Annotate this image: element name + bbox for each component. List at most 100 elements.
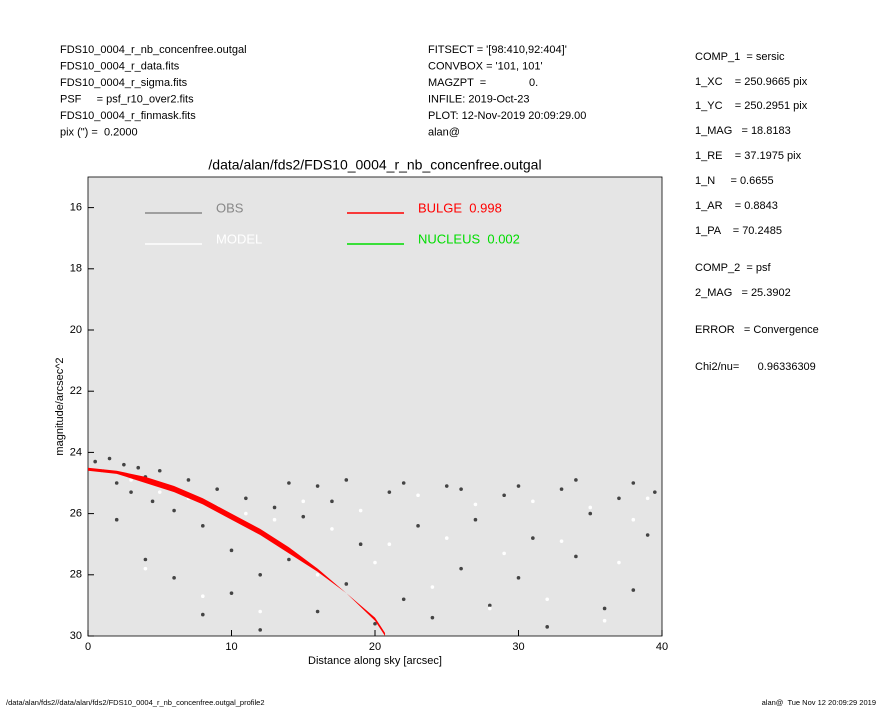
point	[459, 487, 463, 491]
param-line: 1_AR = 0.8843	[695, 200, 778, 212]
param-line: 1_YC = 250.2951 pix	[695, 100, 808, 112]
point	[272, 505, 277, 510]
point	[287, 481, 291, 485]
point	[344, 582, 349, 586]
point	[444, 484, 449, 488]
param-line: ERROR = Convergence	[695, 324, 819, 336]
point	[416, 524, 420, 528]
header-line: FDS10_0004_r_nb_concenfree.outgal	[60, 44, 247, 56]
point	[143, 566, 148, 571]
point	[645, 496, 650, 501]
point	[129, 478, 133, 482]
point	[559, 539, 564, 543]
point	[373, 560, 377, 565]
point	[588, 511, 593, 516]
point	[358, 508, 363, 513]
point	[172, 508, 176, 513]
param-line: 1_PA = 70.2485	[695, 225, 782, 237]
header-line: FITSECT = '[98:410,92:404]'	[428, 44, 567, 56]
point	[201, 524, 205, 528]
point	[631, 517, 636, 522]
point	[631, 481, 636, 485]
x-tick-label: 10	[225, 641, 237, 653]
point	[545, 597, 549, 602]
point	[387, 490, 392, 494]
point	[122, 462, 126, 467]
param-line: 2_MAG = 25.3902	[695, 287, 791, 299]
point	[136, 465, 141, 470]
point	[574, 554, 578, 559]
point	[114, 481, 119, 485]
point	[473, 517, 478, 522]
y-axis-label: magnitude/arcsec^2	[54, 357, 66, 455]
point	[150, 499, 155, 504]
point	[373, 621, 377, 626]
point	[588, 505, 593, 510]
point	[186, 478, 191, 482]
point	[330, 499, 334, 504]
header-line: alan@	[428, 126, 460, 138]
param-line: 1_MAG = 18.8183	[695, 125, 791, 137]
point	[229, 591, 234, 595]
plot-area	[87, 176, 663, 637]
point	[258, 609, 263, 614]
y-tick-label: 18	[70, 263, 82, 275]
point	[602, 618, 607, 623]
point	[401, 597, 406, 602]
point	[459, 566, 463, 571]
point	[301, 499, 306, 504]
y-tick-label: 20	[70, 324, 82, 336]
header-line: FDS10_0004_r_data.fits	[60, 60, 180, 72]
point	[258, 628, 263, 632]
header-line: PSF = psf_r10_over2.fits	[60, 93, 194, 105]
point	[653, 490, 657, 494]
legend-label: NUCLEUS 0.002	[418, 231, 520, 246]
header-line: MAGZPT = 0.	[428, 77, 538, 89]
point	[473, 502, 478, 507]
point	[258, 573, 263, 577]
point	[444, 536, 449, 540]
point	[645, 533, 650, 537]
point	[301, 514, 306, 519]
point	[531, 536, 535, 540]
param-line: 1_XC = 250.9665 pix	[695, 76, 808, 88]
point	[93, 459, 97, 464]
point	[229, 548, 234, 553]
point	[215, 487, 219, 491]
header-line: FDS10_0004_r_sigma.fits	[60, 77, 188, 89]
y-tick-label: 24	[70, 446, 82, 458]
y-tick-label: 30	[70, 630, 82, 642]
y-tick-label: 22	[70, 385, 82, 397]
point	[114, 517, 119, 522]
point	[287, 557, 291, 562]
point	[430, 585, 435, 589]
param-line: COMP_1 = sersic	[695, 51, 785, 63]
point	[315, 609, 320, 614]
header-line: INFILE: 2019-Oct-23	[428, 93, 530, 105]
point	[502, 493, 506, 498]
point	[617, 496, 621, 501]
point	[344, 478, 349, 482]
point	[617, 560, 621, 565]
point	[488, 606, 492, 611]
point	[416, 493, 420, 498]
point	[516, 576, 521, 580]
header-line: PLOT: 12-Nov-2019 20:09:29.00	[428, 110, 586, 122]
y-tick-label: 26	[70, 508, 82, 520]
param-line: 1_N = 0.6655	[695, 175, 774, 187]
point	[631, 588, 636, 592]
point	[401, 481, 406, 485]
point	[129, 490, 133, 494]
point	[430, 615, 435, 620]
x-tick-label: 0	[85, 641, 91, 653]
point	[244, 511, 248, 516]
header-line: pix (") = 0.2000	[60, 126, 138, 138]
point	[545, 625, 549, 629]
point	[157, 490, 162, 494]
x-tick-label: 20	[369, 641, 381, 653]
point	[244, 496, 248, 501]
header-line: FDS10_0004_r_finmask.fits	[60, 110, 196, 122]
point	[330, 527, 334, 531]
point	[143, 557, 148, 562]
header-line: CONVBOX = '101, 101'	[428, 60, 543, 72]
